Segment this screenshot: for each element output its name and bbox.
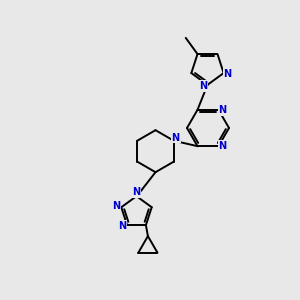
Text: N: N (112, 201, 120, 211)
Text: N: N (218, 141, 226, 151)
Text: N: N (224, 69, 232, 79)
Text: N: N (118, 221, 126, 231)
Text: N: N (132, 187, 141, 197)
Text: N: N (218, 105, 226, 115)
Text: N: N (172, 133, 180, 143)
Text: N: N (200, 81, 208, 91)
